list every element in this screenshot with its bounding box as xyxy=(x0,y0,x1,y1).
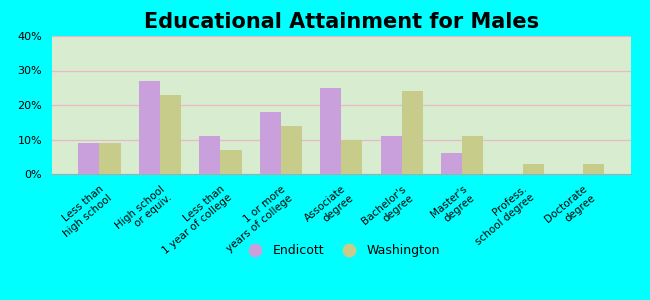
Bar xyxy=(462,136,484,174)
Bar xyxy=(259,112,281,174)
Bar xyxy=(523,164,544,174)
Bar xyxy=(199,136,220,174)
Bar xyxy=(99,143,121,174)
Bar xyxy=(341,140,363,174)
Bar xyxy=(402,91,423,174)
Title: Educational Attainment for Males: Educational Attainment for Males xyxy=(144,12,539,32)
Bar xyxy=(380,136,402,174)
Bar xyxy=(160,94,181,174)
Bar xyxy=(320,88,341,174)
Bar xyxy=(78,143,99,174)
Bar xyxy=(441,153,462,174)
Bar xyxy=(281,126,302,174)
Legend: Endicott, Washington: Endicott, Washington xyxy=(237,238,445,262)
Bar xyxy=(583,164,605,174)
Bar xyxy=(138,81,160,174)
Bar xyxy=(220,150,242,174)
